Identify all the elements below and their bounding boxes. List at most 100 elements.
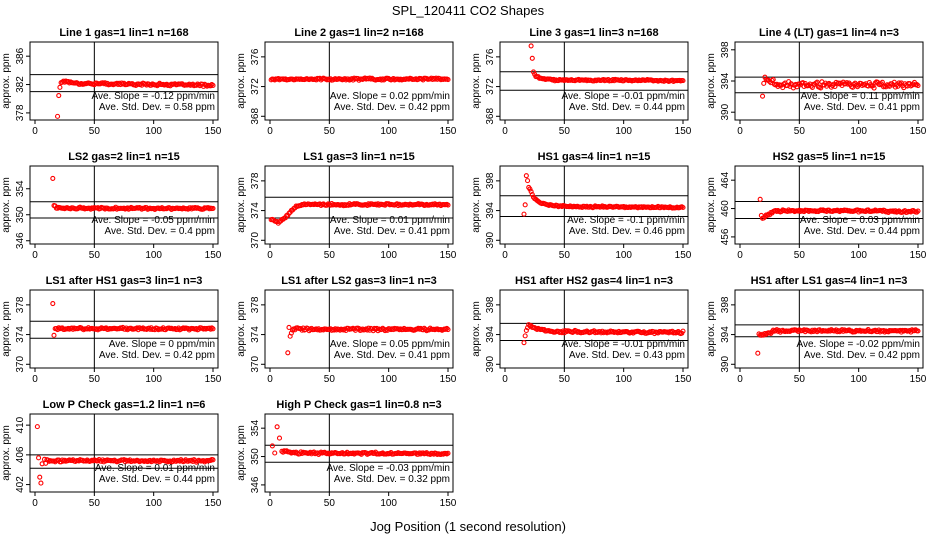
data-point xyxy=(445,450,451,456)
data-point xyxy=(527,186,533,192)
data-point xyxy=(444,325,450,331)
x-tick-label: 150 xyxy=(205,126,222,137)
plot-frame xyxy=(29,165,219,245)
panel-title: Line 3 gas=1 lin=3 n=168 xyxy=(529,27,658,39)
data-point xyxy=(523,327,529,334)
data-point xyxy=(445,77,451,83)
slope-annotation: Ave. Slope = -0.12 ppm/min xyxy=(92,91,216,102)
data-point xyxy=(755,350,761,356)
std-dev-annotation: Ave. Std. Dev. = 0.41 ppm xyxy=(334,226,450,237)
data-point xyxy=(762,74,768,80)
plot-frame xyxy=(734,289,924,369)
x-tick-label: 50 xyxy=(324,250,336,261)
data-point xyxy=(37,474,43,480)
y-tick-label: 402 xyxy=(15,476,26,493)
panel-title: Low P Check gas=1.2 lin=1 n=6 xyxy=(43,399,206,411)
y-tick-label: 394 xyxy=(485,202,496,219)
data-point xyxy=(269,443,275,449)
x-tick-label: 0 xyxy=(32,498,38,509)
data-point xyxy=(914,209,920,215)
data-point xyxy=(208,326,214,332)
data-point xyxy=(770,76,776,83)
data-point xyxy=(210,326,216,332)
x-tick-label: 100 xyxy=(145,126,162,137)
panel-title: HS1 after HS2 gas=4 lin=1 n=3 xyxy=(515,275,673,287)
panel-grid: Line 1 gas=1 lin=1 n=168 approx. ppm 0 50 10… xyxy=(1,27,927,509)
y-tick-label: 378 xyxy=(15,104,26,121)
y-tick-label: 368 xyxy=(250,108,261,125)
y-tick-label: 394 xyxy=(485,326,496,343)
data-point xyxy=(274,424,280,430)
y-axis-label: approx. ppm xyxy=(236,177,247,233)
x-tick-label: 100 xyxy=(145,250,162,261)
data-point xyxy=(95,327,101,333)
x-tick-label: 150 xyxy=(675,126,692,137)
x-tick-label: 0 xyxy=(267,126,273,137)
slope-annotation: Ave. Slope = 0.01 ppm/min xyxy=(95,463,215,474)
x-tick-label: 50 xyxy=(324,126,336,137)
figure-x-axis-label: Jog Position (1 second resolution) xyxy=(370,519,566,534)
y-tick-label: 346 xyxy=(250,476,261,493)
x-tick-label: 50 xyxy=(559,374,571,385)
x-tick-label: 0 xyxy=(32,374,38,385)
y-tick-label: 398 xyxy=(485,172,496,189)
data-point xyxy=(445,326,451,333)
y-tick-label: 374 xyxy=(250,202,261,219)
std-dev-annotation: Ave. Std. Dev. = 0.44 ppm xyxy=(804,226,920,237)
x-tick-label: 50 xyxy=(794,126,806,137)
std-dev-annotation: Ave. Std. Dev. = 0.43 ppm xyxy=(569,350,685,361)
panel-9: LS1 after HS1 gas=3 lin=1 n=3 approx. ppm… xyxy=(1,275,222,385)
panel-title: LS1 after HS1 gas=3 lin=1 n=3 xyxy=(46,275,203,287)
panel-6: LS1 gas=3 lin=1 n=15 approx. ppm 0 50 100 150… xyxy=(236,151,457,261)
data-point xyxy=(50,300,56,307)
y-tick-label: 376 xyxy=(250,48,261,65)
panel-11: HS1 after HS2 gas=4 lin=1 n=3 approx. ppm… xyxy=(471,275,692,385)
plot-frame xyxy=(499,289,689,369)
y-axis-label: approx. ppm xyxy=(1,425,12,481)
x-tick-label: 150 xyxy=(910,374,927,385)
plot-frame xyxy=(264,165,454,245)
data-point xyxy=(680,78,686,84)
data-point xyxy=(915,208,921,214)
x-tick-label: 0 xyxy=(737,126,743,137)
x-tick-label: 0 xyxy=(737,250,743,261)
x-tick-label: 0 xyxy=(502,126,508,137)
panel-3: Line 3 gas=1 lin=3 n=168 approx. ppm 0 50 10… xyxy=(471,27,692,137)
x-tick-label: 0 xyxy=(267,374,273,385)
y-tick-label: 390 xyxy=(720,103,731,120)
data-point xyxy=(57,84,63,90)
data-point xyxy=(814,79,820,85)
plot-frame xyxy=(29,41,219,121)
panel-title: HS1 after LS1 gas=4 lin=1 n=3 xyxy=(751,275,908,287)
y-tick-label: 390 xyxy=(720,356,731,373)
data-point xyxy=(272,450,278,456)
data-point xyxy=(761,215,767,221)
std-dev-annotation: Ave. Std. Dev. = 0.4 ppm xyxy=(104,226,215,237)
x-tick-label: 50 xyxy=(324,374,336,385)
data-point xyxy=(851,81,857,87)
y-tick-label: 350 xyxy=(15,206,26,223)
panel-1: Line 1 gas=1 lin=1 n=168 approx. ppm 0 50 10… xyxy=(1,27,222,137)
data-point xyxy=(764,212,770,218)
slope-annotation: Ave. Slope = -0.02 ppm/min xyxy=(797,339,921,350)
data-point xyxy=(529,192,535,198)
y-tick-label: 406 xyxy=(15,446,26,463)
y-tick-label: 374 xyxy=(250,326,261,343)
plot-frame xyxy=(29,289,219,369)
data-point xyxy=(757,196,763,202)
data-point xyxy=(50,175,56,181)
panel-12: HS1 after LS1 gas=4 lin=1 n=3 approx. ppm… xyxy=(706,275,927,385)
std-dev-annotation: Ave. Std. Dev. = 0.41 ppm xyxy=(334,350,450,361)
y-tick-label: 378 xyxy=(250,172,261,189)
plot-frame xyxy=(264,413,454,493)
x-tick-label: 100 xyxy=(615,126,632,137)
x-tick-label: 0 xyxy=(267,498,273,509)
data-point xyxy=(210,205,216,211)
std-dev-annotation: Ave. Std. Dev. = 0.58 ppm xyxy=(99,102,215,113)
x-tick-label: 0 xyxy=(502,374,508,385)
x-tick-label: 100 xyxy=(850,374,867,385)
panel-title: HS2 gas=5 lin=1 n=15 xyxy=(773,151,886,163)
y-tick-label: 368 xyxy=(485,108,496,125)
panel-13: Low P Check gas=1.2 lin=1 n=6 approx. ppm… xyxy=(1,399,222,509)
